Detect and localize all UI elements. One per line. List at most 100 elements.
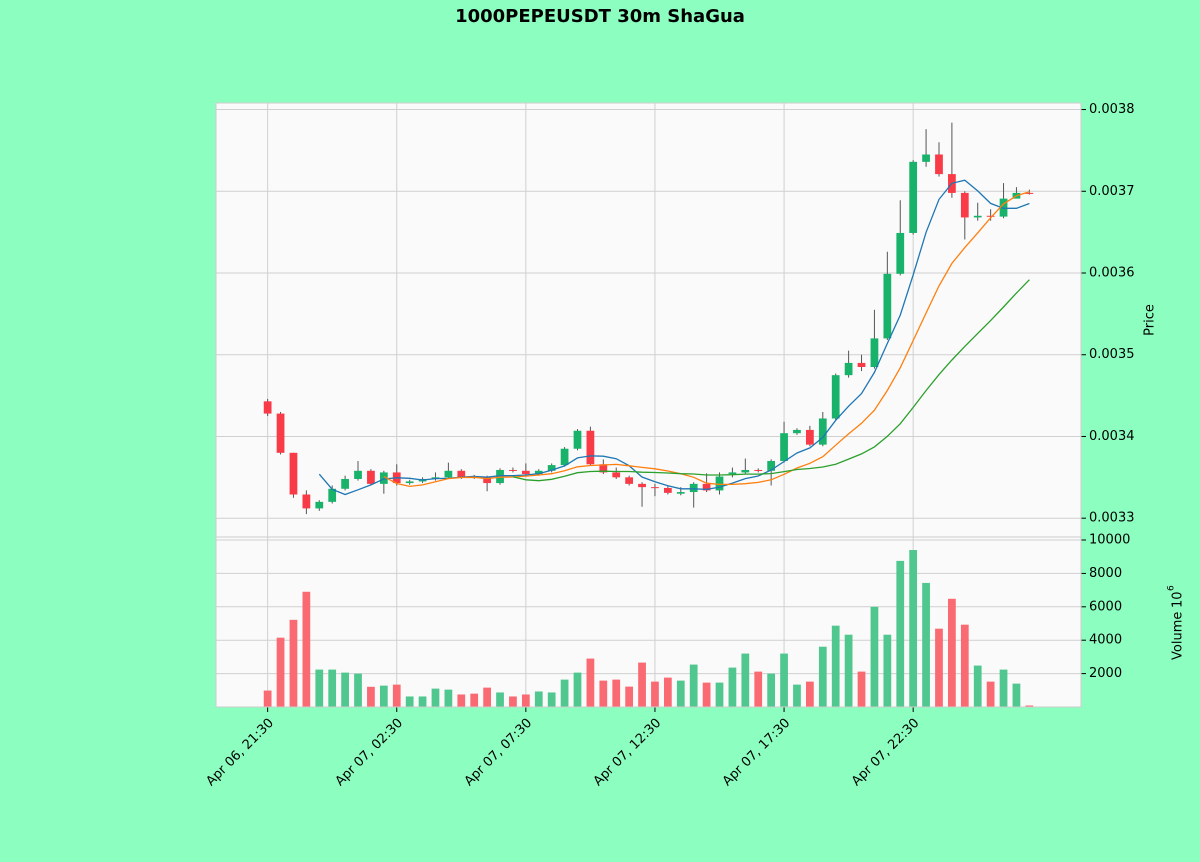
candle-body [457,470,466,478]
y2-tick-label: 6000 [1089,599,1122,614]
volume-bar [276,637,285,707]
candle-body [754,469,763,471]
volume-frame [215,536,1082,708]
volume-bar [573,672,582,707]
volume-bar [741,653,750,707]
candle-body [534,470,543,475]
candle-body [909,161,918,233]
y2-tick-label: 8000 [1089,566,1122,581]
candle-body [521,470,530,475]
moving-average [318,179,1030,496]
volume-bar [844,634,853,707]
candle-body [1025,192,1034,194]
candle-body [767,460,776,471]
volume-bar [586,658,595,707]
candle-body [728,472,737,475]
volume-bar [896,560,905,707]
candle-body [354,470,362,479]
candle-body [896,232,905,274]
volume-bar [547,692,556,707]
candle-body [973,215,982,218]
volume-bar [392,684,401,707]
x-tick-label: Apr 06, 21:30 [203,716,276,789]
chart-title: 1000PEPEUSDT 30m ShaGua [455,6,745,27]
candle-body [302,494,311,509]
volume-bar [470,693,479,707]
candle-body [651,487,659,489]
volume-bar [767,673,776,707]
volume-bar [263,690,272,707]
volume-bar [521,694,530,707]
volume-bar [806,681,814,707]
candle-body [870,338,879,367]
volume-bar [444,689,453,707]
volume-bar [883,634,892,707]
volume-bar [560,679,569,707]
volume-bar [793,684,801,707]
candle-body [315,501,324,509]
candle-body [638,483,646,488]
candle-body [599,464,608,473]
volume-bar [973,665,982,707]
candle-body [341,478,349,489]
candle-body [806,429,814,445]
volume-bar [457,694,466,707]
candle-body [586,430,595,465]
candle-body [379,472,388,484]
volume-bar [354,673,362,707]
candle-body [935,154,943,175]
candle-body [986,215,995,217]
moving-average [512,279,1030,482]
volume-bar [379,685,388,707]
volume-bar [780,653,788,707]
y-tick-label: 0.0038 [1089,102,1135,117]
volume-bar [651,681,659,707]
volume-bar [496,692,504,707]
y-tick-label: 0.0037 [1089,184,1135,199]
x-tick-label: Apr 07, 02:30 [333,716,406,789]
y-tick-label: 0.0033 [1089,511,1135,526]
candle-body [547,465,556,471]
volume-bar [922,582,930,707]
candle-body [831,375,840,419]
volume-bar [367,686,375,707]
volume-bar [754,671,763,707]
candle-body [625,477,634,484]
candle-body [509,469,517,471]
volume-bar [1012,683,1021,707]
candle-body [818,418,827,445]
candle-body [960,192,969,218]
volume-bar [418,696,427,707]
candle-body [367,470,375,484]
volume-bar [612,679,621,707]
candle-body [289,452,298,495]
moving-average [383,191,1030,488]
y2-axis-label: Volume 10 6 [1167,585,1186,660]
volume-bar [431,688,440,707]
candle-body [922,154,930,162]
y2-tick-label: 2000 [1089,666,1122,681]
candle-body [780,433,788,461]
x-tick-label: Apr 07, 12:30 [591,716,664,789]
candle-body [444,470,453,478]
volume-bar [638,662,646,707]
volume-bar [625,686,634,707]
volume-bar [405,696,414,707]
x-tick-label: Apr 07, 17:30 [720,716,793,789]
candle-body [741,469,750,473]
y2-tick-label: 10000 [1089,533,1130,548]
volume-bar [663,677,672,707]
volume-bar [315,669,324,707]
candle-body [573,430,582,449]
candle-body [496,469,504,484]
y-tick-label: 0.0036 [1089,266,1135,281]
volume-bar [715,682,724,707]
volume-bar [818,646,827,707]
candle-body [857,362,866,367]
candle-body [276,413,285,453]
volume-bar [328,669,337,707]
volume-bar [986,681,995,707]
y-axis-label: Price [1143,304,1158,336]
y-tick-label: 0.0034 [1089,429,1135,444]
